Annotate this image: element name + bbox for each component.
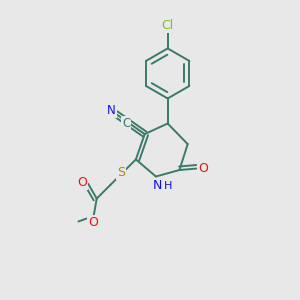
Text: N: N <box>153 179 162 192</box>
Text: O: O <box>198 162 208 175</box>
Text: C: C <box>122 117 130 130</box>
Text: O: O <box>88 216 98 229</box>
Text: H: H <box>164 181 172 191</box>
Text: O: O <box>77 176 87 189</box>
Text: Cl: Cl <box>161 19 174 32</box>
Text: N: N <box>107 104 116 117</box>
Text: S: S <box>117 166 125 179</box>
